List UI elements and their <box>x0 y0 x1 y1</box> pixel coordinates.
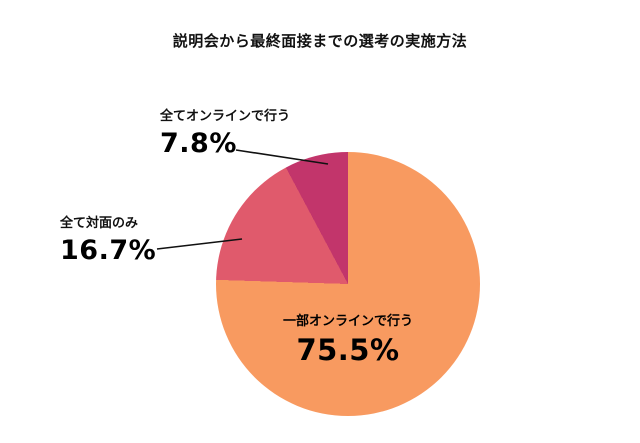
chart-title: 説明会から最終面接までの選考の実施方法 <box>172 32 468 50</box>
callout-all-inperson: 全て対面のみ 16.7% <box>60 212 156 266</box>
pie-chart <box>216 152 480 416</box>
callout-all-inperson-label: 全て対面のみ <box>60 216 139 231</box>
label-partial-online: 一部オンラインで行う 75.5% <box>238 310 458 367</box>
callout-all-online-value: 7.8% <box>160 128 237 159</box>
label-partial-online-value: 75.5% <box>296 333 400 367</box>
callout-all-inperson-value: 16.7% <box>60 235 157 266</box>
callout-all-online-label: 全てオンラインで行う <box>160 109 291 124</box>
label-partial-online-text: 一部オンラインで行う <box>282 314 413 329</box>
callout-all-online: 全てオンラインで行う 7.8% <box>160 105 290 159</box>
